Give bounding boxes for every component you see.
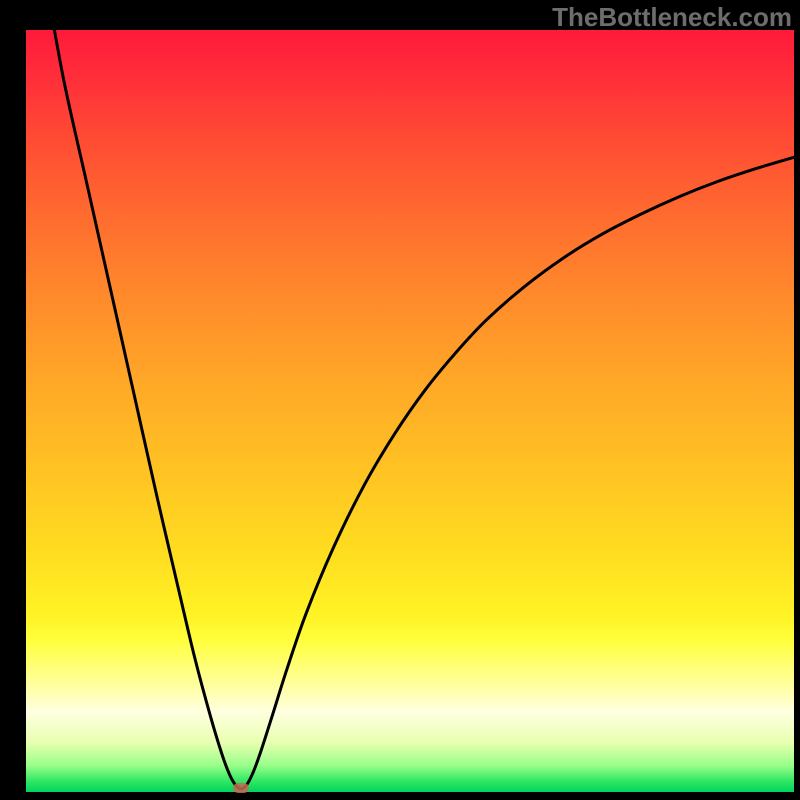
curve-svg [26,30,794,792]
chart-container: TheBottleneck.com [0,0,800,800]
minimum-marker [233,783,249,793]
bottleneck-curve [49,0,794,789]
watermark-text: TheBottleneck.com [552,2,792,33]
plot-area [26,30,794,792]
